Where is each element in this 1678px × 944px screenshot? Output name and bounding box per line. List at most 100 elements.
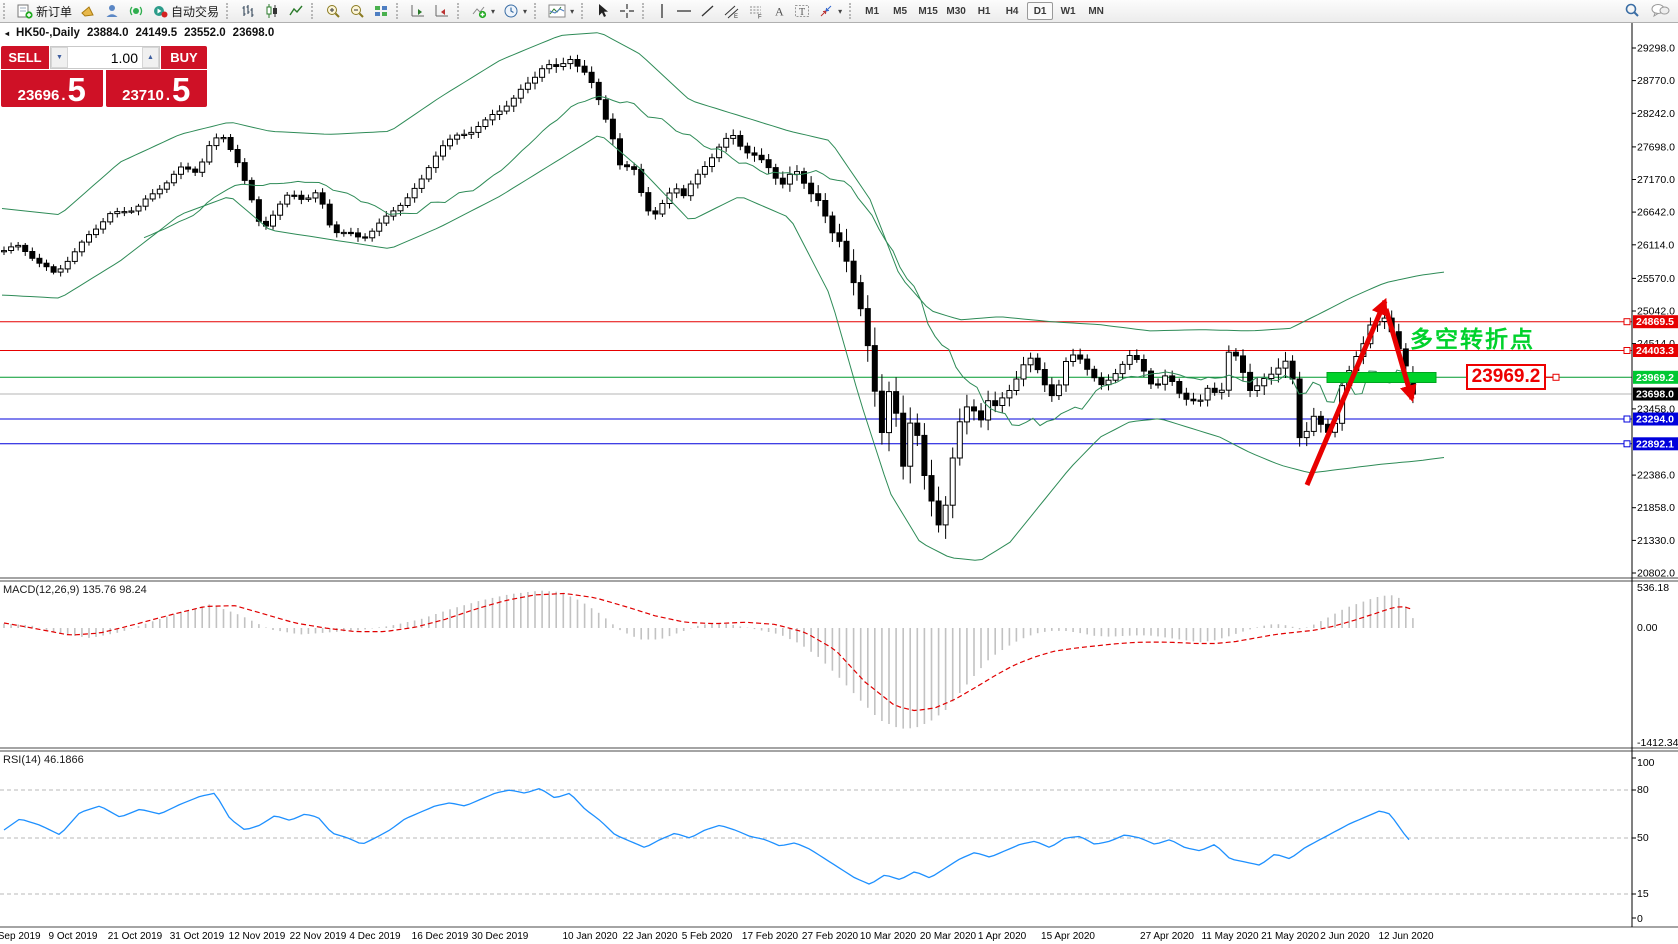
candlestick-icon [264, 3, 280, 19]
templates-button[interactable]: ▾ [544, 0, 578, 22]
turning-point-annotation[interactable]: 多空转折点 [1410, 326, 1535, 352]
timeframe-m1[interactable]: M1 [859, 2, 885, 20]
new-order-button[interactable]: 新订单 [13, 0, 76, 22]
date-label[interactable]: 5 Sep 2019 [0, 931, 41, 942]
equidistant-channel-tool-button[interactable]: E [720, 0, 744, 22]
date-label[interactable]: 10 Mar 2020 [860, 931, 917, 942]
hline-anchor-marker[interactable] [1623, 415, 1631, 423]
sound-alert-button[interactable] [76, 0, 100, 22]
date-label[interactable]: 21 Oct 2019 [108, 931, 163, 942]
high-value: 24149.5 [135, 27, 178, 39]
buy-button[interactable]: BUY [161, 46, 207, 69]
auto-trading-button[interactable]: 自动交易 [148, 0, 223, 22]
candlestick-mode-button[interactable] [260, 0, 284, 22]
hline-anchor-marker[interactable] [1623, 440, 1631, 448]
horizontal-line-tool-button[interactable] [672, 0, 696, 22]
chat-icon[interactable] [1650, 2, 1670, 21]
add-indicator-button[interactable]: ▾ [467, 0, 499, 22]
date-label[interactable]: 16 Dec 2019 [412, 931, 469, 942]
date-label[interactable]: 27 Feb 2020 [802, 931, 859, 942]
fibonacci-icon: F [748, 3, 764, 19]
buy-price-main: 23710 [122, 87, 164, 104]
zoom-in-icon [325, 3, 341, 19]
timeframe-m15[interactable]: M15 [915, 2, 941, 20]
text-label-tool-button[interactable]: T [790, 0, 814, 22]
arrows-icon [818, 3, 834, 19]
date-label[interactable]: 21 May 2020 [1261, 931, 1319, 942]
date-label[interactable]: 5 Feb 2020 [682, 931, 733, 942]
price-callout-box[interactable]: 23969.2 [1466, 364, 1546, 390]
date-label[interactable]: 12 Nov 2019 [229, 931, 286, 942]
cursor-tool-button[interactable] [591, 0, 615, 22]
sell-button[interactable]: SELL [1, 46, 49, 69]
trendline-icon [700, 3, 716, 19]
chart-canvas[interactable]: 29298.0 28770.0 28242.0 27698.0 27170.0 26642… [0, 23, 1678, 944]
price-tick-label: 29298.0 [1637, 43, 1675, 55]
date-label[interactable]: 10 Jan 2020 [562, 931, 617, 942]
toolbar-grip [311, 3, 317, 19]
trend-arrow-down[interactable] [1383, 308, 1417, 403]
date-label[interactable]: 17 Feb 2020 [742, 931, 799, 942]
tile-windows-button[interactable] [369, 0, 393, 22]
candlestick-series [1, 32, 1445, 561]
sell-price-display[interactable]: 23696. 5 [1, 70, 103, 107]
template-icon [548, 3, 566, 19]
fibonacci-tool-button[interactable]: F [744, 0, 768, 22]
bar-chart-mode-button[interactable] [236, 0, 260, 22]
collapse-marker-icon: ◂ [5, 28, 10, 38]
date-label[interactable]: 20 Mar 2020 [920, 931, 977, 942]
date-label[interactable]: 15 Apr 2020 [1041, 931, 1095, 942]
date-label[interactable]: 9 Oct 2019 [49, 931, 98, 942]
timeframe-h1[interactable]: H1 [971, 2, 997, 20]
volume-decrease-button[interactable]: ▼ [51, 47, 68, 68]
price-tick-label: 28242.0 [1637, 108, 1675, 120]
arrows-tool-button[interactable]: ▾ [814, 0, 846, 22]
volume-input[interactable] [68, 47, 142, 68]
timeframe-m5[interactable]: M5 [887, 2, 913, 20]
date-label[interactable]: 22 Jan 2020 [622, 931, 677, 942]
periods-button[interactable]: ▾ [499, 0, 531, 22]
price-badge-text: 23698.0 [1636, 389, 1674, 401]
search-icon[interactable] [1624, 2, 1640, 21]
timeframe-mn[interactable]: MN [1083, 2, 1109, 20]
vertical-line-tool-button[interactable] [652, 0, 672, 22]
date-label[interactable]: 22 Nov 2019 [290, 931, 347, 942]
price-tick-label: 23458.0 [1637, 403, 1675, 415]
rsi-panel [0, 788, 1632, 895]
rsi-scale-label: 50 [1637, 832, 1649, 844]
auto-scroll-button[interactable] [406, 0, 430, 22]
date-label[interactable]: 30 Dec 2019 [472, 931, 529, 942]
line-chart-mode-button[interactable] [284, 0, 308, 22]
macd-panel [3, 590, 1414, 729]
text-tool-button[interactable]: A [768, 0, 790, 22]
zoom-in-button[interactable] [321, 0, 345, 22]
date-label[interactable]: 12 Jun 2020 [1378, 931, 1433, 942]
macd-indicator-label: MACD(12,26,9) 135.76 98.24 [3, 584, 147, 596]
green-highlight-bar[interactable] [1326, 372, 1437, 383]
timeframe-h4[interactable]: H4 [999, 2, 1025, 20]
sell-price-fraction: 5 [67, 71, 86, 108]
timeframe-w1[interactable]: W1 [1055, 2, 1081, 20]
hline-anchor-marker[interactable] [1623, 318, 1631, 326]
timeframe-m30[interactable]: M30 [943, 2, 969, 20]
callout-anchor-marker[interactable] [1552, 373, 1560, 381]
trendline-tool-button[interactable] [696, 0, 720, 22]
chart-shift-button[interactable] [430, 0, 454, 22]
date-label[interactable]: 1 Apr 2020 [978, 931, 1027, 942]
volume-increase-button[interactable]: ▲ [142, 47, 159, 68]
price-tick-label: 25570.0 [1637, 273, 1675, 285]
crosshair-tool-button[interactable] [615, 0, 639, 22]
date-label[interactable]: 27 Apr 2020 [1140, 931, 1194, 942]
signals-button[interactable] [124, 0, 148, 22]
buy-price-display[interactable]: 23710. 5 [105, 70, 207, 107]
market-watch-button[interactable] [100, 0, 124, 22]
trend-arrow-up[interactable] [1304, 297, 1388, 486]
timeframe-d1[interactable]: D1 [1027, 2, 1054, 20]
zoom-out-button[interactable] [345, 0, 369, 22]
date-label[interactable]: 2 Jun 2020 [1320, 931, 1370, 942]
sell-price-main: 23696 [17, 87, 60, 104]
hline-anchor-marker[interactable] [1623, 347, 1631, 354]
date-label[interactable]: 31 Oct 2019 [170, 931, 225, 942]
date-label[interactable]: 11 May 2020 [1201, 931, 1259, 942]
date-label[interactable]: 4 Dec 2019 [349, 931, 401, 942]
